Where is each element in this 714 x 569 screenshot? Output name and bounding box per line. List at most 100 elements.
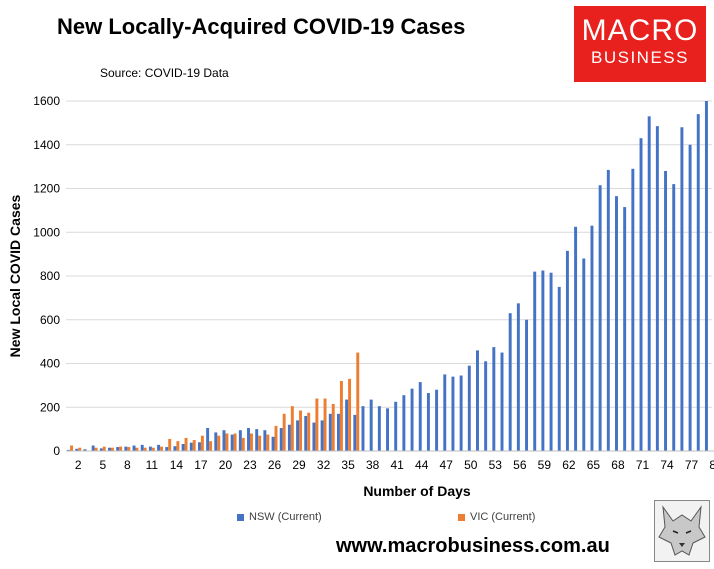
vic-bar: [200, 435, 204, 451]
nsw-bar: [426, 393, 430, 451]
nsw-bar: [565, 250, 569, 451]
nsw-bar: [435, 389, 439, 451]
nsw-bar: [132, 445, 136, 451]
vic-bar: [119, 446, 123, 452]
vic-bar: [249, 433, 253, 451]
vic-bar: [70, 445, 74, 451]
vic-bar: [282, 413, 286, 451]
nsw-bar: [664, 171, 668, 451]
nsw-bar: [590, 225, 594, 451]
x-tick-label: 41: [390, 458, 404, 472]
y-tick-label: 800: [40, 269, 60, 283]
nsw-bar: [287, 424, 291, 451]
vic-bar: [339, 381, 343, 451]
source-note: Source: COVID-19 Data: [100, 66, 229, 80]
x-axis-label: Number of Days: [363, 483, 471, 499]
vic-bar: [348, 378, 352, 451]
vic-bar: [323, 398, 327, 451]
nsw-bar: [533, 271, 537, 452]
vic-bar: [241, 437, 245, 452]
x-tick-label: 35: [341, 458, 355, 472]
legend-label-vic: VIC (Current): [470, 511, 536, 523]
vic-bar: [225, 433, 229, 451]
nsw-bar: [353, 414, 357, 451]
nsw-bar: [582, 258, 586, 451]
nsw-bar: [557, 286, 561, 451]
nsw-bar: [108, 447, 111, 451]
vic-bar: [192, 440, 196, 451]
nsw-bar: [525, 319, 529, 451]
x-tick-label: 20: [219, 458, 233, 472]
y-tick-label: 1000: [33, 225, 60, 239]
y-axis-label: New Local COVID Cases: [7, 194, 23, 357]
nsw-bar: [320, 420, 324, 452]
nsw-bar: [165, 447, 169, 451]
y-tick-labels: 0 200 400 600 800 1000 1200 1400 1600: [33, 94, 60, 458]
nsw-bar: [67, 449, 71, 451]
nsw-bar: [222, 430, 226, 451]
nsw-bar: [418, 382, 422, 451]
vic-bar: [110, 447, 114, 451]
vic-bar: [176, 441, 180, 451]
nsw-bar: [304, 416, 308, 451]
nsw-bar: [541, 270, 545, 451]
nsw-bar: [459, 375, 463, 451]
x-tick-label: 23: [243, 458, 257, 472]
nsw-bar: [508, 313, 512, 451]
nsw-bar: [402, 395, 406, 451]
x-tick-label: 44: [415, 458, 429, 472]
vic-bar: [78, 447, 82, 451]
nsw-bar: [255, 429, 259, 452]
vic-bar: [160, 446, 163, 452]
vic-bar: [184, 437, 188, 452]
legend-item-nsw: NSW (Current): [237, 511, 322, 523]
x-tick-label: 50: [464, 458, 478, 472]
nsw-bar: [680, 127, 684, 451]
nsw-bar: [271, 436, 275, 451]
nsw-bar: [148, 446, 152, 452]
x-tick-label: 17: [194, 458, 208, 472]
nsw-bar: [443, 374, 447, 451]
y-tick-label: 1400: [33, 138, 60, 152]
nsw-bar: [598, 185, 602, 451]
nsw-bar: [467, 365, 471, 451]
nsw-bar: [704, 101, 708, 451]
nsw-bar: [230, 434, 234, 451]
chart-title: New Locally-Acquired COVID-19 Cases: [57, 14, 466, 39]
nsw-bar: [696, 114, 700, 452]
vic-bar: [274, 425, 278, 451]
nsw-bar: [181, 444, 185, 451]
legend-item-vic: VIC (Current): [458, 511, 535, 523]
vic-bar: [127, 447, 131, 451]
vic-bar: [168, 438, 172, 451]
vic-bar: [315, 398, 319, 451]
nsw-bar: [157, 444, 161, 452]
y-tick-label: 0: [53, 444, 60, 458]
y-tick-label: 200: [40, 400, 60, 414]
nsw-bar: [410, 388, 414, 451]
vic-bar: [209, 441, 213, 451]
website-url: www.macrobusiness.com.au: [336, 535, 610, 557]
x-tick-label: 29: [292, 458, 306, 472]
nsw-bar: [672, 184, 676, 452]
nsw-bar: [500, 352, 504, 451]
vic-bar: [143, 447, 147, 451]
nsw-bar: [214, 432, 218, 451]
vic-bar: [94, 447, 98, 451]
x-tick-labels: 2 5 8 11 14 17 20 23 26 29 32 35 38 41 44 47 50 53 56 59 62 6…: [75, 458, 714, 472]
nsw-bar: [173, 446, 177, 451]
wolf-icon: [658, 505, 706, 556]
legend-label-nsw: NSW (Current): [249, 511, 322, 523]
nsw-bar: [639, 138, 643, 451]
nsw-bar: [394, 401, 398, 451]
vic-bar: [217, 435, 221, 451]
nsw-bar: [336, 413, 340, 451]
nsw-bar: [328, 413, 332, 451]
nsw-bar: [83, 449, 87, 451]
nsw-bar: [451, 376, 455, 452]
vic-bar: [290, 406, 294, 451]
nsw-bar: [197, 442, 201, 451]
macrobusiness-logo: MACRO BUSINESS: [574, 6, 706, 82]
legend-swatch-nsw: [237, 513, 244, 521]
